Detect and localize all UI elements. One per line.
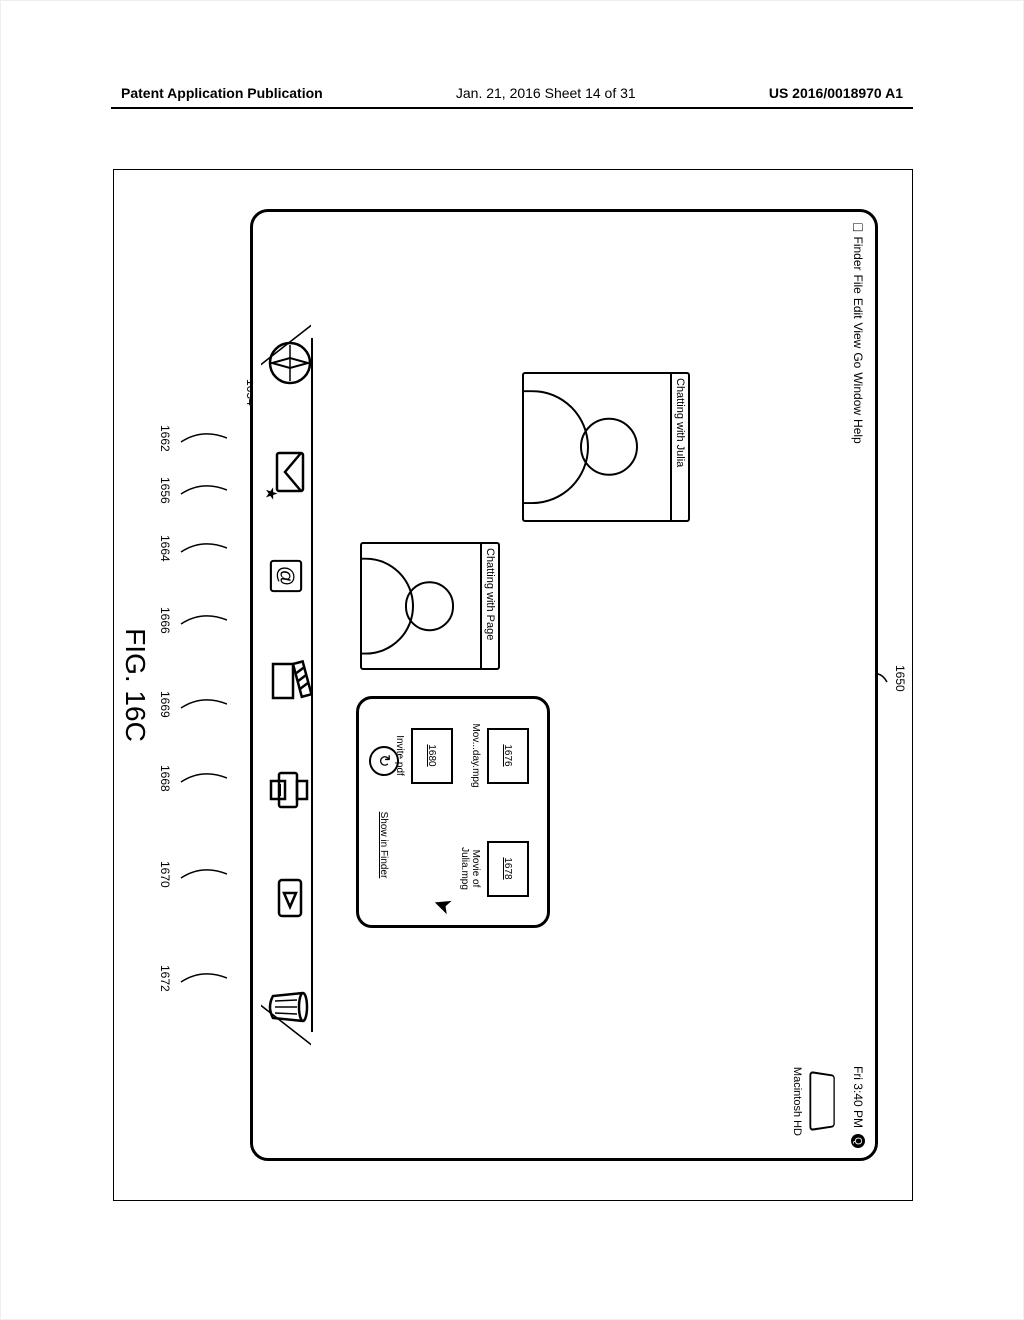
menu-item-help[interactable]: Help bbox=[851, 419, 865, 444]
ref-1670: 1670 bbox=[158, 861, 227, 888]
page-header: Patent Application Publication Jan. 21, … bbox=[121, 85, 903, 101]
menubar:  Finder File Edit View Go Window Help Fri 3:4… bbox=[847, 222, 869, 1148]
panel-grid: 1676 1678 Mov...day.mpg Movie of Julia.mpg 1… bbox=[394, 711, 529, 913]
menu-item-view[interactable]: View bbox=[851, 323, 865, 349]
ref-1666: 1666 bbox=[158, 607, 227, 634]
chat-page-title: Chatting with Page bbox=[480, 544, 498, 668]
menu-item-finder[interactable]: Finder bbox=[851, 237, 865, 271]
rotated-stage: 1650165916581677167416791682165216561654… bbox=[113, 169, 913, 1201]
header-mid: Jan. 21, 2016 Sheet 14 of 31 bbox=[456, 85, 636, 101]
avatar-julia bbox=[526, 374, 670, 520]
ref-label: 1668 bbox=[158, 765, 172, 792]
hd-shape bbox=[809, 1071, 834, 1131]
attachments-panel[interactable]: 1676 1678 Mov...day.mpg Movie of Julia.mpg 1… bbox=[356, 696, 550, 928]
menu-item-edit[interactable]: Edit bbox=[851, 298, 865, 319]
printer-icon[interactable] bbox=[265, 765, 315, 815]
ref-1672: 1672 bbox=[158, 965, 227, 992]
panel-thumb-label: Movie of Julia.mpg bbox=[459, 829, 481, 909]
panel-thumb-label: Mov...day.mpg bbox=[459, 723, 481, 787]
trash-icon[interactable] bbox=[265, 982, 315, 1032]
panel-thumb-num: 1680 bbox=[427, 744, 438, 766]
figure-label: FIG. 16C bbox=[119, 169, 151, 1201]
show-in-finder-link[interactable]: Show in Finder bbox=[379, 812, 390, 879]
panel-thumb-num: 1676 bbox=[503, 744, 514, 766]
ref-label: 1669 bbox=[158, 691, 172, 718]
dock: ★@ bbox=[265, 332, 327, 1038]
apple-menu-icon[interactable]:  bbox=[850, 222, 866, 233]
ref-1664: 1664 bbox=[158, 535, 227, 562]
hd-icon[interactable]: Macintosh HD bbox=[791, 1067, 839, 1136]
play-icon[interactable] bbox=[265, 873, 315, 923]
chat-window-julia[interactable]: Chatting with Julia bbox=[522, 372, 690, 522]
panel-thumb-num: 1678 bbox=[503, 857, 514, 879]
spotlight-icon[interactable]: Q bbox=[851, 1134, 865, 1148]
svg-text:@: @ bbox=[274, 566, 296, 586]
mail-star-icon[interactable]: ★ bbox=[265, 447, 315, 497]
menubar-left:  Finder File Edit View Go Window Help bbox=[850, 222, 866, 448]
ref-label: 1666 bbox=[158, 607, 172, 634]
header-right: US 2016/0018970 A1 bbox=[769, 85, 903, 101]
menubar-clock: Fri 3:40 PM bbox=[851, 1066, 865, 1128]
figure-frame: 1650165916581677167416791682165216561654… bbox=[113, 169, 913, 1201]
compass-icon[interactable] bbox=[265, 338, 315, 388]
menu-item-file[interactable]: File bbox=[851, 275, 865, 294]
header-left: Patent Application Publication bbox=[121, 85, 323, 101]
chat-window-page[interactable]: Chatting with Page bbox=[360, 542, 500, 670]
page: Patent Application Publication Jan. 21, … bbox=[0, 0, 1024, 1320]
header-rule bbox=[111, 107, 913, 109]
panel-footer: ↻ Show in Finder bbox=[369, 699, 399, 925]
menubar-right: Fri 3:40 PM Q bbox=[851, 1066, 865, 1148]
ref-label: 1664 bbox=[158, 535, 172, 562]
stamp-at-icon[interactable]: @ bbox=[265, 555, 307, 597]
panel-thumb[interactable]: 1678 bbox=[487, 841, 529, 897]
ref-label: 1672 bbox=[158, 965, 172, 992]
chat-julia-title: Chatting with Julia bbox=[670, 374, 688, 520]
menu-item-go[interactable]: Go bbox=[851, 352, 865, 368]
ref-1668: 1668 bbox=[158, 765, 227, 792]
ref-1656: 1656 bbox=[158, 477, 227, 504]
avatar-page bbox=[364, 544, 480, 668]
ref-1669: 1669 bbox=[158, 691, 227, 718]
menu-item-window[interactable]: Window bbox=[851, 372, 865, 415]
hd-label: Macintosh HD bbox=[791, 1067, 803, 1136]
refresh-button[interactable]: ↻ bbox=[369, 746, 399, 776]
star-badge-icon: ★ bbox=[261, 486, 281, 500]
panel-thumb[interactable]: 1676 bbox=[487, 728, 529, 784]
clapper-icon[interactable] bbox=[265, 656, 315, 706]
ref-label: 1662 bbox=[158, 425, 172, 452]
panel-thumb[interactable]: 1680 bbox=[411, 728, 453, 784]
ref-1662: 1662 bbox=[158, 425, 227, 452]
ref-label: 1656 bbox=[158, 477, 172, 504]
ref-label: 1670 bbox=[158, 861, 172, 888]
ref-label: 1650 bbox=[893, 665, 907, 692]
desktop-screen:  Finder File Edit View Go Window Help Fri 3:4… bbox=[250, 209, 878, 1161]
